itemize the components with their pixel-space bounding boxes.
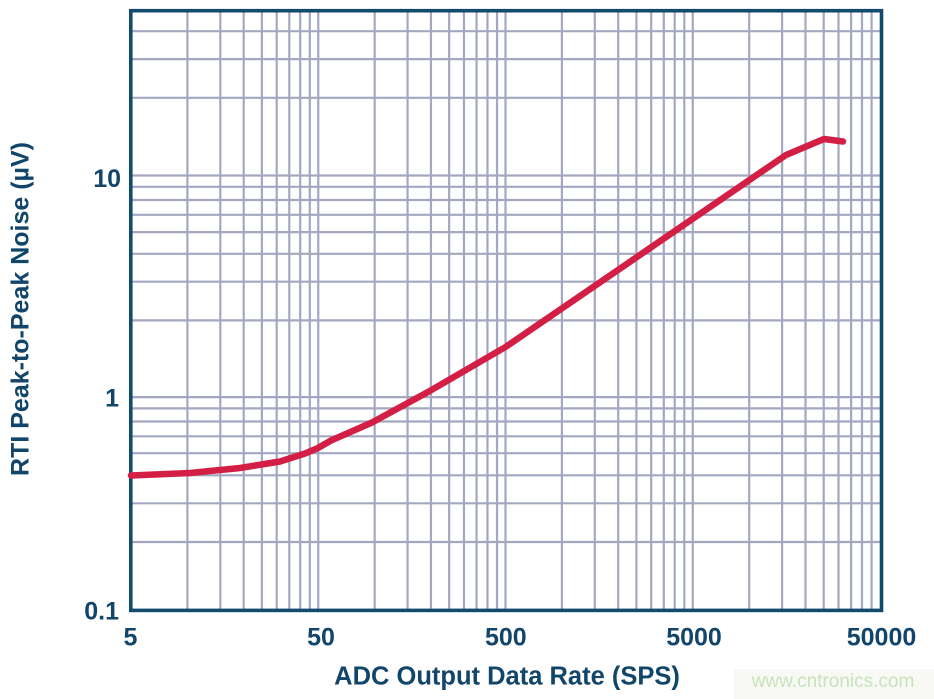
svg-text:5: 5 xyxy=(124,623,138,651)
svg-text:RTI Peak-to-Peak Noise (µV): RTI Peak-to-Peak Noise (µV) xyxy=(7,142,35,476)
svg-text:10: 10 xyxy=(93,165,121,193)
svg-text:0.1: 0.1 xyxy=(84,597,119,625)
svg-text:1: 1 xyxy=(105,385,119,413)
svg-text:500: 500 xyxy=(485,623,527,651)
svg-text:50: 50 xyxy=(307,623,335,651)
svg-text:5000: 5000 xyxy=(666,623,722,651)
svg-text:www.cntronics.com: www.cntronics.com xyxy=(751,671,915,692)
svg-text:50000: 50000 xyxy=(847,623,917,651)
svg-text:ADC Output Data Rate (SPS): ADC Output Data Rate (SPS) xyxy=(334,663,680,691)
